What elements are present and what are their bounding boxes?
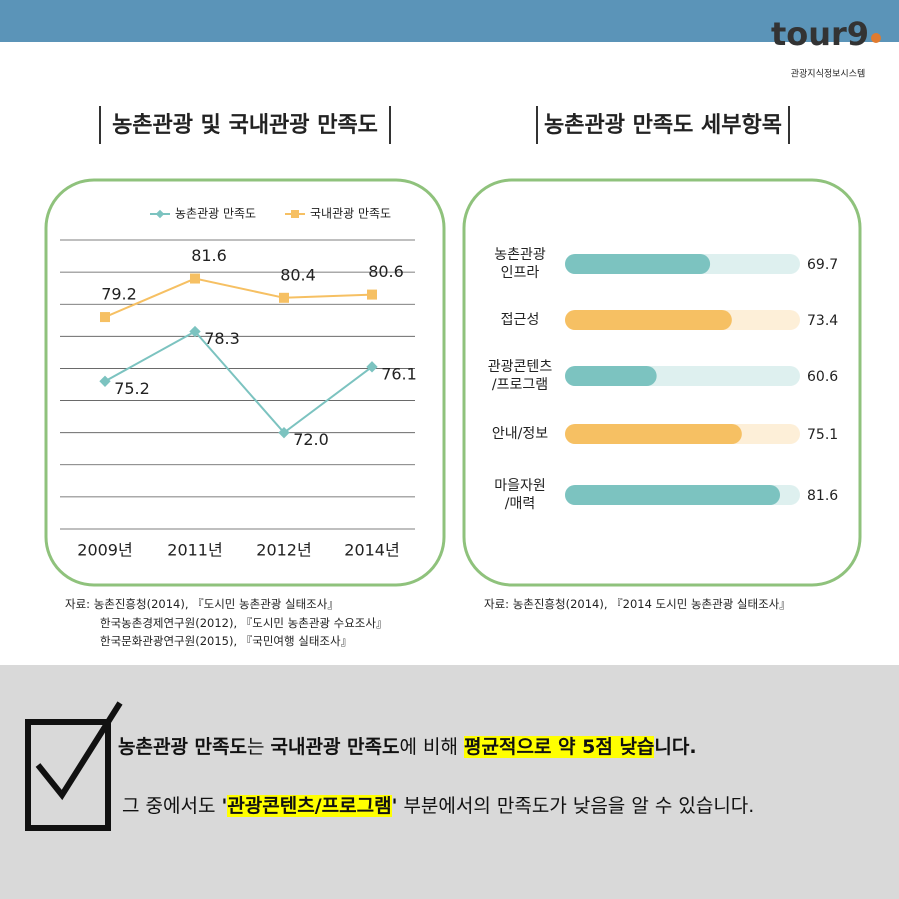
data-label: 80.6 [368, 262, 404, 281]
chart-frame [44, 178, 446, 587]
category-label: 안내/정보 [491, 426, 549, 442]
summary-segment: 는 [246, 736, 271, 758]
point [190, 273, 200, 284]
data-label: 60.6 [807, 369, 838, 385]
x-tick-label: 2009년 [77, 541, 132, 560]
summary-segment: ' [221, 795, 228, 817]
source: 한국농촌경제연구원(2012), 『도시민 농촌관광 수요조사』 [100, 615, 388, 630]
category-label: 농촌관광 인프라 [494, 247, 546, 281]
point [279, 292, 289, 303]
summary-segment: 에 비해 [399, 736, 465, 758]
series-line [104, 330, 373, 435]
logo: tour9 [771, 15, 869, 53]
summary-segment: 니다. [654, 736, 697, 758]
point [366, 361, 378, 373]
legend-label: 국내관광 만족도 [310, 207, 391, 221]
summary-segment: 국내관광 만족도 [270, 736, 400, 758]
x-tick-label: 2012년 [256, 541, 311, 560]
logo-pin [871, 33, 881, 43]
point [367, 289, 377, 300]
x-tick-label: 2011년 [167, 541, 222, 560]
summary-segment: 부분에서의 만족도가 낮음을 알 수 있습니다. [397, 795, 755, 817]
summary-line: 그 중에서도 '관광콘텐츠/프로그램' 부분에서의 만족도가 낮음을 알 수 있… [122, 791, 754, 818]
source: 자료: 농촌진흥청(2014), 『2014 도시민 농촌관광 실태조사』 [484, 597, 791, 611]
source: 한국문화관광연구원(2015), 『국민여행 실태조사』 [100, 634, 353, 648]
summary-segment: 농촌관광 만족도 [118, 736, 247, 758]
summary-segment: 관광콘텐츠/프로그램 [227, 795, 392, 817]
point [189, 325, 201, 338]
bar [565, 366, 657, 386]
header-band [0, 0, 899, 42]
data-label: 75.2 [114, 379, 150, 398]
category-label: 접근성 [500, 312, 540, 328]
data-label: 73.4 [807, 313, 838, 329]
bar [565, 424, 742, 444]
data-label: 80.4 [280, 265, 316, 284]
point [100, 312, 110, 323]
checkmark [35, 701, 123, 801]
summary-segment: 평균적으로 약 5점 낮습 [464, 736, 655, 758]
series-line [104, 277, 373, 318]
summary-segment: ' [391, 795, 398, 817]
summary-segment: 그 중에서도 [122, 795, 222, 817]
data-label: 75.1 [807, 427, 838, 443]
logo-subtitle: 관광지식정보시스템 [791, 68, 866, 80]
legend-marker [291, 210, 299, 218]
x-tick-label: 2014년 [344, 541, 399, 560]
bar [565, 485, 781, 505]
data-label: 81.6 [807, 488, 838, 504]
data-label: 76.1 [381, 364, 417, 383]
chart-title: 농촌관광 및 국내관광 만족도 [112, 113, 378, 138]
legend-label: 농촌관광 만족도 [175, 207, 256, 221]
legend-marker [155, 209, 165, 219]
summary-line: 농촌관광 만족도는 국내관광 만족도에 비해 평균적으로 약 5점 낮습니다. [118, 732, 697, 759]
data-label: 78.3 [204, 329, 240, 348]
category-label: 관광콘텐츠 /프로그램 [487, 359, 553, 393]
summary-band [0, 665, 899, 899]
data-label: 69.7 [807, 257, 838, 273]
data-label: 79.2 [101, 285, 137, 304]
chart-title: 농촌관광 만족도 세부항목 [544, 113, 782, 138]
checkbox [25, 719, 111, 831]
category-label: 마을자원 /매력 [494, 478, 546, 512]
data-label: 72.0 [293, 430, 329, 449]
chart-frame [462, 178, 862, 587]
point [278, 427, 290, 439]
data-label: 81.6 [191, 246, 227, 265]
bar [565, 254, 711, 274]
bar [565, 310, 732, 330]
source: 자료: 농촌진흥청(2014), 『도시민 농촌관광 실태조사』 [65, 597, 339, 611]
